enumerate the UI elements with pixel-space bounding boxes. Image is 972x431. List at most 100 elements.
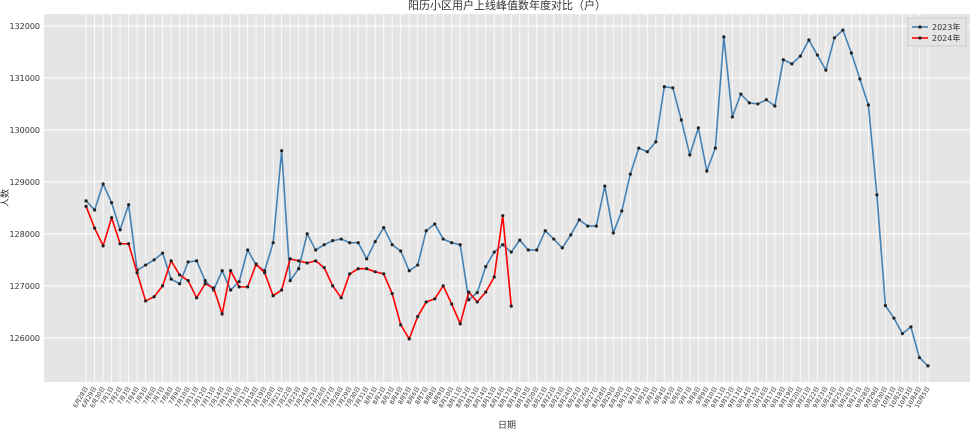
point [382,272,386,276]
point [815,53,819,57]
point [118,228,122,232]
point [458,243,462,247]
point [883,303,887,308]
point [169,259,173,263]
y-tick-label: 127000 [9,282,40,291]
plot-area [44,14,970,382]
y-axis-label: 人数 [0,189,11,207]
point [322,243,326,247]
point [390,292,394,296]
point [552,237,556,241]
legend-label: 2024年 [932,33,960,43]
point [450,302,454,306]
point [263,271,267,275]
x-axis-label: 日期 [498,420,516,431]
point [705,169,709,173]
line [85,28,929,367]
point [271,241,275,245]
point [662,85,666,89]
point [144,299,148,303]
point [611,231,615,235]
point [356,267,360,271]
point [297,267,301,271]
point [909,325,913,329]
point [203,279,207,283]
y-tick-label: 126000 [9,334,40,343]
point [594,224,598,228]
point [390,243,394,247]
point [475,290,479,295]
point [424,229,428,233]
point [382,226,386,230]
point [518,238,522,242]
point [433,222,437,226]
point [314,248,318,252]
point [424,300,428,304]
point [509,250,513,254]
y-tick-label: 132000 [9,22,40,31]
point [560,246,564,250]
point [186,279,190,283]
point [484,290,488,294]
point [824,68,828,72]
point [679,118,683,122]
point [535,248,539,252]
point [229,269,233,273]
point [790,62,794,66]
point [407,269,411,273]
point [135,271,139,275]
point [127,242,131,246]
point [322,266,326,270]
point [237,285,241,289]
y-tick-label: 130000 [9,126,40,135]
point [331,284,335,288]
point [280,288,284,292]
point [484,265,488,269]
point [288,257,292,261]
point [331,239,335,243]
point [178,273,182,277]
point [356,241,360,245]
point [92,208,97,212]
point [229,288,233,292]
point [858,77,862,81]
point [475,300,479,304]
point [339,237,343,241]
point [127,203,131,207]
point [781,58,785,62]
point [509,304,513,308]
point [144,263,148,267]
point [305,261,309,265]
point [92,226,97,230]
point [178,282,182,286]
point [203,282,207,286]
point [416,314,420,319]
point [254,262,258,266]
legend-label: 2023年 [932,22,960,32]
point [756,102,760,106]
point [152,295,156,299]
point [637,146,641,150]
point [373,270,377,274]
point [110,201,114,205]
point [246,248,250,252]
point [603,184,607,188]
y-tick-label: 128000 [9,230,40,239]
point [586,224,590,228]
point [764,98,768,102]
point [110,216,114,220]
point [892,316,896,320]
point [628,172,632,176]
chart-title: 阳历小区用户上线峰值数年度对比（户） [408,0,606,12]
point [339,296,343,300]
point [926,364,930,368]
point [169,277,173,281]
point [220,312,224,316]
point [526,248,530,252]
point [441,237,445,241]
point [875,193,879,197]
point [399,249,403,253]
point [501,214,505,218]
point [645,150,649,154]
point [654,140,658,144]
